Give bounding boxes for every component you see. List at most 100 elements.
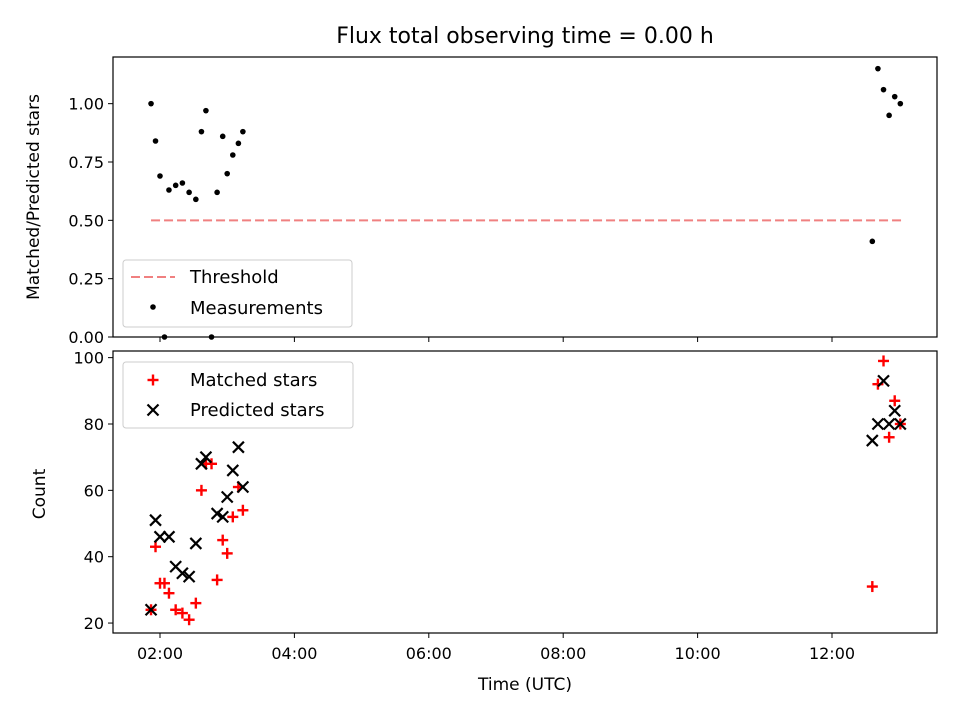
x-tick-label: 06:00 xyxy=(406,644,452,663)
matched-star-marker xyxy=(170,604,182,616)
matched-star-marker xyxy=(163,587,175,599)
measurement-point xyxy=(198,128,205,135)
matched-star-marker xyxy=(158,577,170,589)
count-plot-area xyxy=(144,355,907,626)
measurement-point xyxy=(166,187,172,193)
count-axes-frame xyxy=(112,350,938,634)
predicted-star-marker xyxy=(189,537,203,550)
matched-star-marker xyxy=(190,597,202,609)
y-tick-label: 0.50 xyxy=(68,211,104,230)
matched-star-marker xyxy=(147,374,159,386)
matched-star-marker xyxy=(227,511,239,523)
matched-star-marker xyxy=(183,614,195,626)
ratio-legend: Threshold Measurements xyxy=(122,259,353,328)
ratio-panel: 0.00 0.25 0.50 0.75 1.00 Matched/Predicted s… xyxy=(24,56,938,347)
measurement-point xyxy=(880,86,887,93)
x-tick-label: 08:00 xyxy=(540,644,586,663)
predicted-star-marker xyxy=(236,480,250,494)
predicted-star-marker xyxy=(210,507,224,520)
count-y-ticks: 20 40 60 80 100 xyxy=(73,349,113,633)
measurement-point xyxy=(157,173,163,179)
measurement-point xyxy=(224,170,230,177)
y-tick-label: 60 xyxy=(84,481,104,500)
predicted-star-marker xyxy=(146,403,160,417)
y-tick-label: 100 xyxy=(73,349,104,368)
y-tick-label: 80 xyxy=(84,415,104,434)
matched-star-marker xyxy=(221,547,233,559)
matched-star-marker xyxy=(150,541,162,553)
matched-star-marker xyxy=(237,504,249,516)
ratio-x-ticks xyxy=(159,337,833,342)
predicted-star-marker xyxy=(195,457,208,471)
y-tick-label: 1.00 xyxy=(68,95,104,114)
measurement-point xyxy=(219,133,226,140)
predicted-star-marker xyxy=(877,374,890,388)
measurement-point xyxy=(897,100,904,107)
ratio-y-axis-label: Matched/Predicted stars xyxy=(24,94,44,300)
measurement-point xyxy=(240,128,246,135)
ratio-y-ticks: 0.00 0.25 0.50 0.75 1.00 xyxy=(68,95,113,347)
measurement-point xyxy=(869,238,876,245)
predicted-star-marker xyxy=(176,567,189,580)
measurement-point xyxy=(193,196,199,203)
matched-star-marker xyxy=(866,581,878,593)
x-tick-label: 10:00 xyxy=(675,644,721,663)
legend-label: Measurements xyxy=(190,298,323,319)
legend-label: Predicted stars xyxy=(190,400,324,421)
count-x-ticks: 02:00 04:00 06:00 08:00 10:00 12:00 xyxy=(137,633,855,663)
measurement-point xyxy=(875,65,881,72)
legend-box xyxy=(122,361,354,429)
matched-star-marker xyxy=(195,484,207,496)
measurement-point xyxy=(152,138,159,144)
legend-box xyxy=(122,259,353,328)
x-axis-label: Time (UTC) xyxy=(477,675,572,695)
x-tick-label: 04:00 xyxy=(271,644,317,663)
measurement-point xyxy=(172,182,179,189)
predicted-star-marker xyxy=(871,417,885,431)
x-tick-label: 02:00 xyxy=(137,644,183,663)
predicted-star-marker xyxy=(182,570,196,583)
ratio-axes-frame xyxy=(112,56,938,338)
matched-star-marker xyxy=(217,534,229,546)
measurement-point xyxy=(203,107,209,114)
predicted-star-marker xyxy=(149,513,162,527)
count-y-axis-label: Count xyxy=(30,468,50,519)
y-tick-label: 0.00 xyxy=(68,328,104,347)
measurement-point xyxy=(235,140,242,147)
predicted-star-marker xyxy=(232,440,245,454)
predicted-star-marker xyxy=(882,417,896,431)
predicted-star-marker xyxy=(888,404,901,417)
predicted-star-marker xyxy=(153,530,167,544)
predicted-star-marker xyxy=(144,603,158,617)
matched-star-marker xyxy=(878,355,890,367)
measurement-point xyxy=(179,180,186,186)
predicted-star-marker xyxy=(216,510,229,524)
predicted-star-marker xyxy=(866,434,879,447)
count-panel: 20 40 60 80 100 02:00 04:00 06:00 08:00 10:00 12:… xyxy=(30,349,938,695)
ratio-plot-area xyxy=(148,65,904,340)
legend-measurement-swatch xyxy=(150,304,156,310)
x-tick-label: 12:00 xyxy=(809,644,855,663)
matched-star-marker xyxy=(889,395,901,407)
predicted-star-marker xyxy=(226,464,240,477)
legend-label: Threshold xyxy=(189,267,279,288)
predicted-star-marker xyxy=(220,490,234,504)
matched-star-marker xyxy=(206,458,218,470)
measurement-point xyxy=(186,189,192,196)
measurement-point xyxy=(148,100,154,107)
count-legend: Matched stars Predicted stars xyxy=(122,361,354,429)
predicted-star-marker xyxy=(162,530,176,544)
measurement-point xyxy=(230,152,236,158)
predicted-star-marker xyxy=(894,417,907,431)
measurement-point xyxy=(886,112,892,119)
measurement-point xyxy=(891,93,898,100)
matched-star-marker xyxy=(211,574,223,586)
predicted-star-marker xyxy=(199,450,213,464)
y-tick-label: 0.25 xyxy=(68,270,104,289)
y-tick-label: 40 xyxy=(84,548,104,567)
legend-label: Matched stars xyxy=(190,370,317,391)
y-tick-label: 20 xyxy=(84,614,104,633)
matched-star-marker xyxy=(176,607,188,619)
measurement-point xyxy=(214,189,220,196)
